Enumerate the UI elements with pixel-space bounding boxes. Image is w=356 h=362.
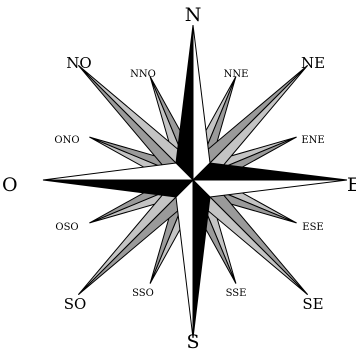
label-nno: NNO: [130, 69, 156, 80]
label-west: O: [2, 174, 18, 196]
label-southeast: SE: [302, 295, 323, 313]
label-northwest: NO: [66, 54, 91, 72]
label-southwest: SO: [64, 295, 87, 313]
label-ene: ENE: [301, 135, 324, 146]
label-north: N: [185, 4, 202, 26]
point-n-right-half: [192, 24, 211, 182]
label-ono: ONO: [54, 135, 79, 146]
label-ese: ESE: [302, 222, 323, 233]
point-e-right-half: [191, 179, 348, 198]
point-o-left-half: [42, 179, 195, 198]
label-east: E: [347, 174, 356, 196]
label-oso: OSO: [55, 222, 78, 233]
label-south: S: [186, 331, 199, 353]
label-northeast: NE: [301, 54, 325, 72]
label-sse: SSE: [226, 288, 247, 299]
point-s-left-half: [192, 178, 211, 339]
label-nne: NNE: [224, 69, 249, 80]
compass-points: [42, 24, 348, 339]
point-o-right-half: [42, 162, 195, 181]
point-e-left-half: [191, 162, 348, 181]
point-s-right-half: [175, 178, 194, 339]
point-n-left-half: [175, 24, 194, 182]
label-sso: SSO: [132, 288, 154, 299]
